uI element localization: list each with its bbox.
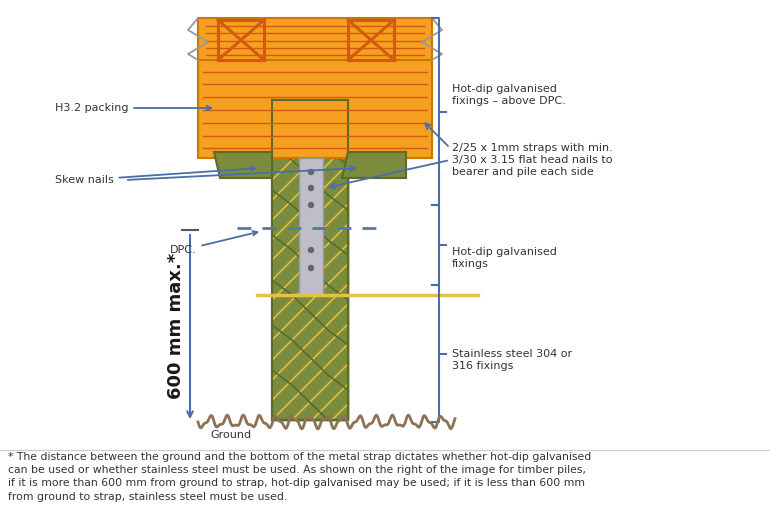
- Circle shape: [309, 185, 313, 191]
- Polygon shape: [214, 152, 272, 178]
- Circle shape: [309, 248, 313, 252]
- Polygon shape: [198, 60, 432, 158]
- Polygon shape: [299, 158, 323, 295]
- Circle shape: [309, 203, 313, 208]
- Text: 2/25 x 1mm straps with min.
3/30 x 3.15 flat head nails to
bearer and pile each : 2/25 x 1mm straps with min. 3/30 x 3.15 …: [452, 143, 613, 177]
- Polygon shape: [272, 100, 348, 420]
- Polygon shape: [342, 152, 406, 178]
- Text: DPC.: DPC.: [170, 231, 257, 255]
- PathPatch shape: [272, 100, 348, 420]
- Text: Stainless steel 304 or
316 fixings: Stainless steel 304 or 316 fixings: [452, 349, 572, 371]
- Circle shape: [309, 266, 313, 270]
- Polygon shape: [198, 18, 432, 60]
- Text: H3.2 packing: H3.2 packing: [55, 103, 211, 113]
- Text: * The distance between the ground and the bottom of the metal strap dictates whe: * The distance between the ground and th…: [8, 452, 591, 501]
- Circle shape: [309, 169, 313, 175]
- Text: 600 mm max.*: 600 mm max.*: [167, 253, 185, 399]
- Text: Hot-dip galvanised
fixings: Hot-dip galvanised fixings: [452, 247, 557, 269]
- Text: Hot-dip galvanised
fixings – above DPC.: Hot-dip galvanised fixings – above DPC.: [452, 84, 566, 106]
- Text: Skew nails: Skew nails: [55, 166, 255, 185]
- Text: Ground: Ground: [210, 430, 251, 440]
